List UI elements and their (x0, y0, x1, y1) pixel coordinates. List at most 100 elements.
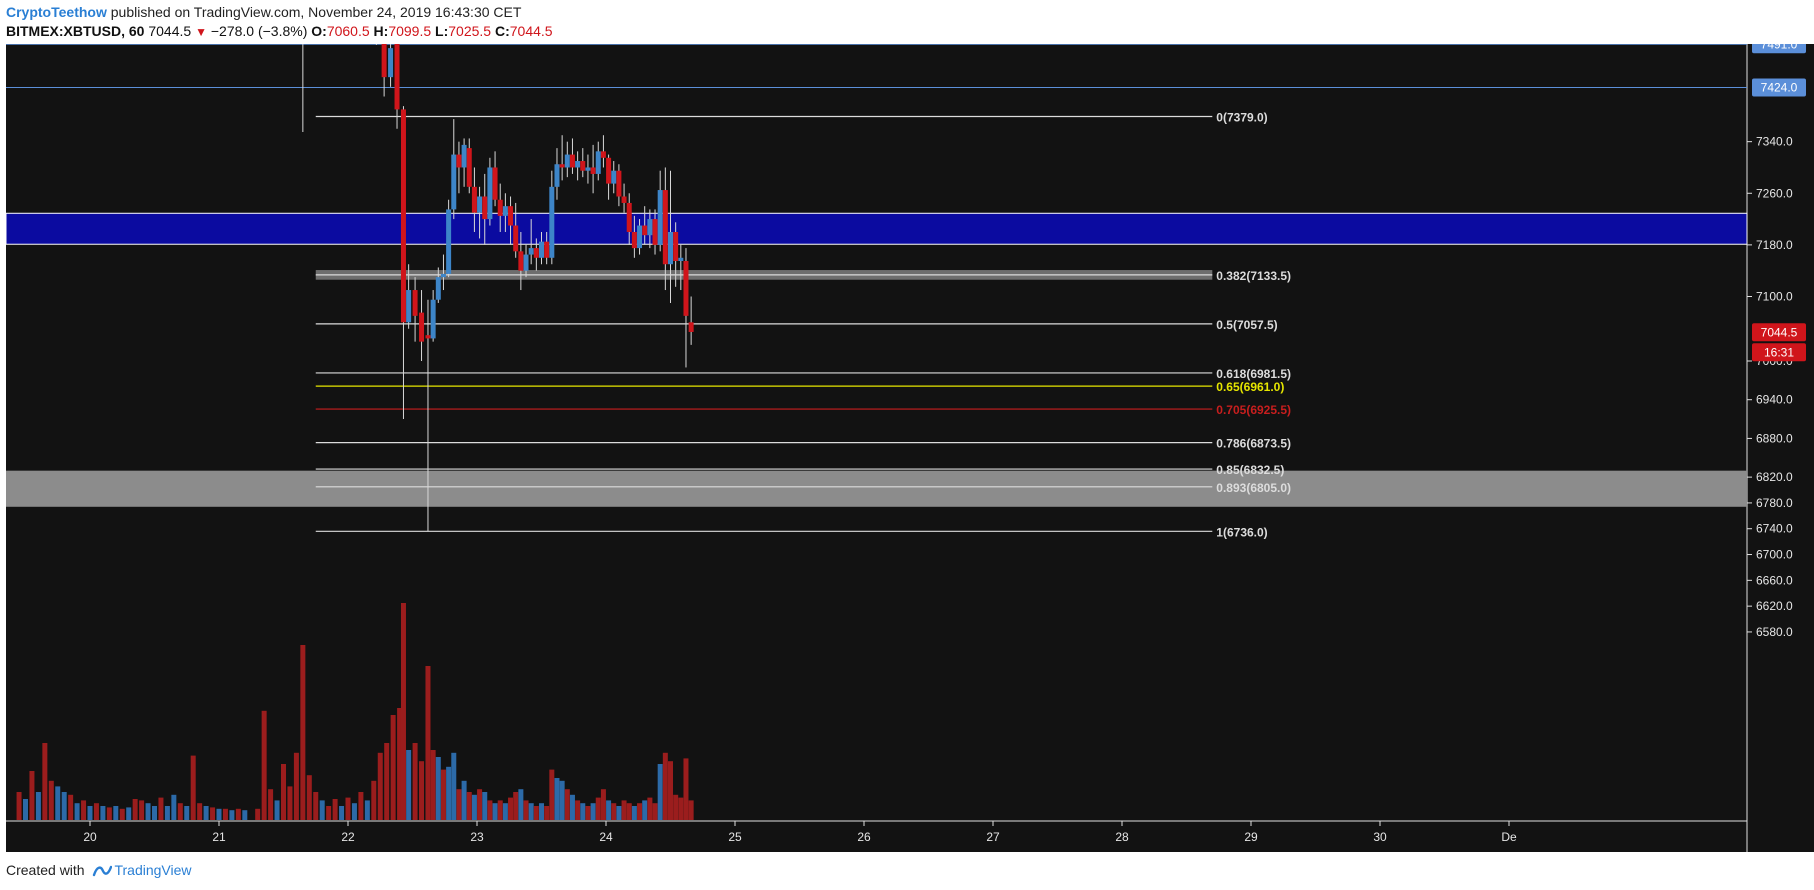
volume-bar (364, 800, 370, 820)
candle[interactable] (430, 290, 436, 342)
candle[interactable] (539, 231, 544, 265)
candle[interactable] (513, 202, 519, 258)
volume-bar (68, 794, 74, 820)
volume-bar (637, 803, 643, 820)
candle[interactable] (435, 267, 441, 303)
price-label-text: 7044.5 (1761, 325, 1798, 339)
volume-bar (466, 792, 472, 820)
x-tick-label: 29 (1244, 830, 1258, 844)
grey-zone-lower[interactable] (6, 470, 1747, 507)
time-axis[interactable] (6, 821, 1814, 852)
candle[interactable] (518, 231, 524, 291)
candle-body (518, 251, 524, 271)
candle[interactable] (569, 138, 575, 174)
volume-bar (16, 792, 22, 820)
candle-body (631, 231, 637, 249)
fib-level-label: 0.786(6873.5) (1216, 437, 1291, 451)
candle[interactable] (642, 206, 648, 245)
candle[interactable] (595, 141, 601, 181)
candle[interactable] (637, 219, 643, 255)
candle[interactable] (626, 193, 632, 245)
candle[interactable] (611, 161, 617, 194)
plot-area[interactable] (6, 44, 1747, 821)
candle[interactable] (616, 164, 622, 207)
candle[interactable] (487, 157, 493, 226)
candle[interactable] (585, 154, 591, 184)
candle[interactable] (523, 244, 529, 278)
candle-body (595, 151, 601, 174)
candle-body (487, 167, 493, 220)
candle[interactable] (425, 299, 431, 532)
volume-bar (554, 778, 560, 820)
candle[interactable] (456, 141, 462, 194)
y-tick-label: 7180.0 (1756, 238, 1793, 252)
candle[interactable] (549, 170, 555, 265)
candle[interactable] (419, 290, 425, 361)
candle[interactable] (559, 135, 565, 181)
tradingview-link[interactable]: TradingView (114, 862, 192, 878)
candle-body (688, 322, 694, 332)
tradingview-logo-icon[interactable] (92, 864, 113, 878)
candle[interactable] (400, 106, 406, 420)
candle[interactable] (477, 186, 483, 239)
volume-bar (397, 708, 403, 820)
candle[interactable] (631, 215, 637, 258)
y-tick-label: 6880.0 (1756, 431, 1793, 445)
volume-bar (235, 808, 241, 820)
candle[interactable] (461, 138, 467, 187)
candle[interactable] (508, 196, 514, 245)
price-chart[interactable]: 0(7379.0) 0.382(7133.5) 0.5(7057.5) 0.618(6… (0, 44, 1814, 854)
candle[interactable] (657, 170, 663, 252)
candle[interactable] (564, 141, 570, 178)
candle[interactable] (394, 44, 400, 129)
candle-body (626, 202, 632, 232)
candle[interactable] (673, 222, 679, 287)
candle[interactable] (492, 151, 498, 207)
candle[interactable] (451, 119, 457, 220)
candle[interactable] (381, 44, 387, 97)
candle[interactable] (647, 209, 653, 249)
candle[interactable] (406, 264, 412, 329)
candle[interactable] (621, 183, 627, 213)
candle[interactable] (482, 173, 488, 245)
candle[interactable] (471, 167, 477, 232)
volume-bar (35, 792, 41, 820)
candle[interactable] (440, 254, 446, 291)
candle[interactable] (688, 296, 694, 345)
price-label-text: 7424.0 (1761, 80, 1798, 94)
fib-level-label: 0.5(7057.5) (1216, 318, 1277, 332)
candle[interactable] (554, 148, 560, 200)
high-value: 7099.5 (388, 23, 432, 39)
candle[interactable] (533, 238, 539, 271)
volume-bar (585, 806, 591, 820)
volume-bar (145, 803, 151, 820)
open-label: O: (311, 23, 327, 39)
candle[interactable] (466, 138, 472, 194)
candle-body (400, 109, 406, 323)
candle[interactable] (497, 183, 503, 232)
candle[interactable] (678, 244, 684, 291)
candle[interactable] (502, 193, 508, 232)
candle-body (647, 219, 653, 236)
candle[interactable] (412, 277, 418, 342)
volume-bar (657, 764, 663, 820)
price-axis[interactable] (1747, 44, 1814, 821)
candle-body (554, 164, 560, 187)
candle[interactable] (652, 209, 658, 255)
candle[interactable] (300, 44, 305, 132)
candle[interactable] (606, 154, 612, 200)
candle[interactable] (575, 151, 581, 181)
candle[interactable] (446, 199, 452, 278)
candle[interactable] (668, 170, 673, 303)
candle[interactable] (683, 248, 689, 368)
blue-zone[interactable] (5, 212, 1748, 245)
candle[interactable] (528, 219, 534, 265)
author-link[interactable]: CryptoTeethow (6, 4, 107, 20)
candle[interactable] (388, 44, 394, 87)
candle[interactable] (590, 144, 596, 194)
candle[interactable] (544, 231, 550, 265)
candle[interactable] (600, 135, 606, 168)
candle[interactable] (580, 148, 586, 178)
candle[interactable] (662, 167, 668, 291)
symbol-label[interactable]: BITMEX:XBTUSD, 60 (6, 23, 145, 39)
